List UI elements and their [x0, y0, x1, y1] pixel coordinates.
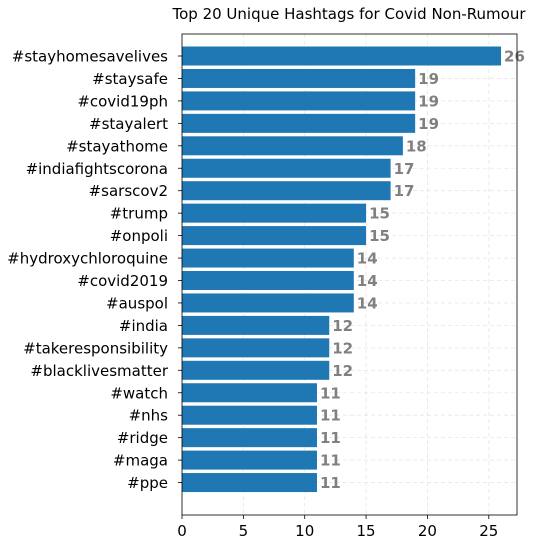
- bar: [182, 91, 416, 111]
- bar-value-label: 14: [357, 250, 378, 268]
- bar-value-label: 11: [320, 407, 341, 425]
- category-label: #stayhomesavelives: [12, 48, 168, 66]
- bar-value-label: 12: [332, 339, 353, 357]
- bar-value-label: 19: [418, 70, 439, 88]
- bar: [182, 360, 330, 380]
- bar: [182, 315, 330, 335]
- bar: [182, 181, 391, 201]
- category-label: #takeresponsibility: [23, 339, 168, 357]
- x-tick-label: 25: [479, 522, 498, 540]
- x-tick-label: 5: [239, 522, 249, 540]
- bar-value-label: 26: [504, 48, 525, 66]
- x-axis-ticks: 0 5 10 15 20 25: [177, 515, 498, 540]
- bar: [182, 383, 317, 403]
- category-label: #auspol: [106, 294, 168, 312]
- category-labels: #stayhomesavelives #staysafe #covid19ph #st…: [7, 48, 182, 492]
- bar-value-label: 11: [320, 452, 341, 470]
- bar-value-label: 15: [369, 205, 390, 223]
- bar-value-label: 19: [418, 92, 439, 110]
- bar-value-label: 17: [394, 182, 415, 200]
- bar: [182, 113, 416, 133]
- category-label: #ridge: [117, 429, 168, 447]
- bar-value-label: 11: [320, 384, 341, 402]
- bar-value-label: 17: [394, 160, 415, 178]
- bar-value-label: 15: [369, 227, 390, 245]
- category-label: #nhs: [129, 407, 169, 425]
- bar: [182, 203, 367, 223]
- bar: [182, 68, 416, 88]
- bar: [182, 428, 317, 448]
- bar-value-label: 12: [332, 317, 353, 335]
- bar-value-label: 14: [357, 294, 378, 312]
- category-label: #indiafightscorona: [26, 160, 168, 178]
- bar: [182, 338, 330, 358]
- category-label: #ppe: [127, 474, 168, 492]
- category-label: #covid19ph: [77, 92, 168, 110]
- bar: [182, 46, 502, 66]
- bar: [182, 293, 354, 313]
- bar: [182, 405, 317, 425]
- category-label: #india: [119, 317, 168, 335]
- category-label: #stayathome: [66, 137, 168, 155]
- bar: [182, 136, 403, 156]
- category-label: #watch: [110, 384, 168, 402]
- x-tick-label: 20: [418, 522, 437, 540]
- bar-value-label: 11: [320, 429, 341, 447]
- category-label: #staysafe: [92, 70, 168, 88]
- chart-title: Top 20 Unique Hashtags for Covid Non-Rum…: [172, 5, 527, 23]
- x-tick-label: 0: [177, 522, 187, 540]
- bar-value-label: 18: [406, 137, 427, 155]
- bar: [182, 158, 391, 178]
- bar-value-label: 11: [320, 474, 341, 492]
- bar-value-label: 19: [418, 115, 439, 133]
- bars: [182, 46, 502, 493]
- bar: [182, 473, 317, 493]
- plot-frame: [181, 33, 518, 516]
- category-label: #hydroxychloroquine: [7, 250, 168, 268]
- x-tick-label: 10: [295, 522, 314, 540]
- bar: [182, 450, 317, 470]
- category-label: #covid2019: [77, 272, 168, 290]
- bar: [182, 226, 367, 246]
- category-label: #trump: [110, 205, 168, 223]
- bar: [182, 271, 354, 290]
- bar-value-label: 14: [357, 272, 378, 290]
- bar-value-label: 12: [332, 362, 353, 380]
- category-label: #stayalert: [89, 115, 168, 133]
- category-label: #sarscov2: [89, 182, 168, 200]
- category-label: #blacklivesmatter: [30, 362, 168, 380]
- category-label: #maga: [113, 452, 168, 470]
- x-tick-label: 15: [357, 522, 376, 540]
- bar: [182, 248, 354, 268]
- category-label: #onpoli: [110, 227, 168, 245]
